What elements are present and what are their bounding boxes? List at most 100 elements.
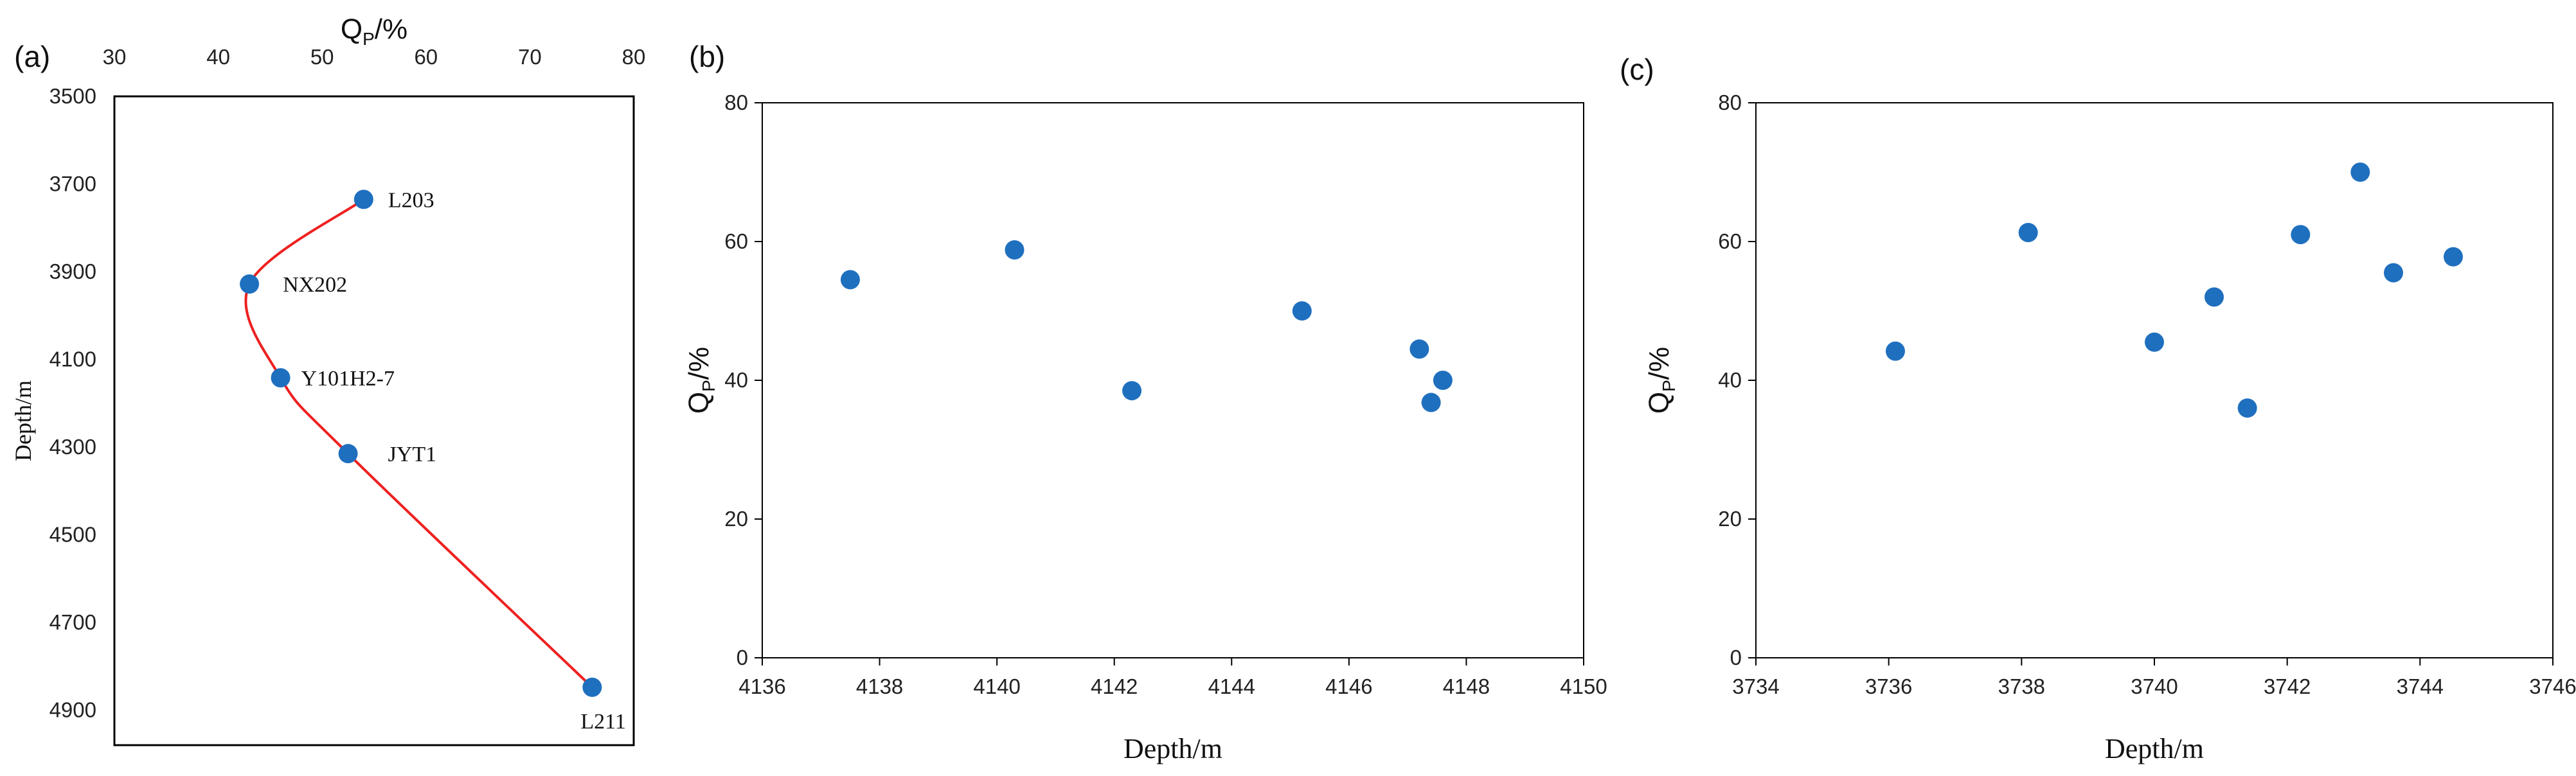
panel-a-label: (a) bbox=[14, 40, 50, 73]
panel-a-x-tick-30: 30 bbox=[103, 45, 127, 69]
panel-c-x-tick-3746: 3746 bbox=[2529, 675, 2576, 698]
panel-b-x-tick-4148: 4148 bbox=[1443, 675, 1490, 698]
panel-c-x-tick-3734: 3734 bbox=[1732, 675, 1779, 698]
panel-b-x-tick-4136: 4136 bbox=[738, 675, 785, 698]
panel-c-y-tick-60: 60 bbox=[1718, 229, 1742, 253]
panel-b-x-tick-4150: 4150 bbox=[1560, 675, 1607, 698]
panel-a-point-label-l211: L211 bbox=[580, 710, 626, 734]
panel-a-point-y101h2-7 bbox=[271, 368, 291, 388]
panel-c-y-tick-labels: 0 20 40 60 80 bbox=[1718, 91, 1756, 669]
panel-c-label: (c) bbox=[1620, 53, 1654, 86]
panel-a-y-tick-4900: 4900 bbox=[49, 698, 96, 721]
panel-a-point-l211 bbox=[582, 677, 602, 697]
panel-c-y-axis-title-main: Q bbox=[1643, 392, 1675, 414]
panel-b-y-axis-title-tail: /% bbox=[683, 347, 715, 380]
panel-c-point-7 bbox=[2350, 163, 2370, 182]
panel-c-point-5 bbox=[2237, 398, 2257, 418]
panel-a-trend-curve bbox=[244, 198, 593, 689]
panel-a-point-label-l203: L203 bbox=[388, 188, 434, 212]
panel-a-points bbox=[240, 190, 602, 697]
panel-c-y-tick-80: 80 bbox=[1718, 91, 1742, 114]
panel-b-x-tick-4138: 4138 bbox=[856, 675, 903, 698]
panel-a-y-tick-4700: 4700 bbox=[49, 610, 96, 634]
panel-b-x-tick-4146: 4146 bbox=[1325, 675, 1372, 698]
panel-b-y-tick-0: 0 bbox=[737, 646, 748, 669]
panel-a-x-axis-title-main: Q bbox=[341, 13, 362, 45]
panel-c-x-axis-title: Depth/m bbox=[2105, 733, 2204, 764]
panel-c-y-axis-title-tail: /% bbox=[1643, 347, 1675, 380]
panel-b-point-4 bbox=[1292, 301, 1312, 321]
panel-b-point-6 bbox=[1421, 392, 1441, 412]
panel-a-y-axis-title: Depth/m bbox=[10, 380, 36, 461]
panel-b-x-tick-4140: 4140 bbox=[973, 675, 1020, 698]
panel-a-point-l203 bbox=[353, 190, 373, 209]
panel-b-y-tick-60: 60 bbox=[724, 229, 748, 253]
panel-c-y-axis-title: QP/% bbox=[1643, 347, 1679, 414]
panel-c-point-3 bbox=[2145, 332, 2164, 352]
panel-c-x-tick-3742: 3742 bbox=[2264, 675, 2311, 698]
panel-b-point-2 bbox=[1005, 240, 1024, 260]
panel-b-point-7 bbox=[1433, 371, 1453, 390]
panel-c-point-1 bbox=[1886, 341, 1905, 361]
panel-a-y-tick-3700: 3700 bbox=[49, 172, 96, 195]
panel-c-y-tick-40: 40 bbox=[1718, 368, 1742, 392]
panel-a-point-labels: L203 NX202 Y101H2-7 JYT1 L211 bbox=[283, 188, 626, 734]
panel-b-y-axis-title-main: Q bbox=[683, 392, 715, 414]
panel-a-x-axis-title-tail: /% bbox=[375, 13, 407, 45]
panel-a-y-tick-3900: 3900 bbox=[49, 260, 96, 283]
panel-a-x-tick-60: 60 bbox=[414, 45, 438, 69]
panel-c-x-tick-labels: 3734 3736 3738 3740 3742 3744 3746 bbox=[1732, 658, 2576, 698]
panel-b-y-axis-title: QP/% bbox=[683, 347, 719, 414]
panel-a: (a) QP/% Depth/m 30 40 50 60 70 80 3500 3700 39… bbox=[10, 13, 646, 746]
panel-b-plot-frame bbox=[762, 102, 1584, 658]
panel-c-point-9 bbox=[2444, 247, 2463, 267]
panel-c-plot-frame bbox=[1755, 102, 2554, 658]
panel-b-point-1 bbox=[840, 270, 860, 290]
panel-b-x-tick-labels: 4136 4138 4140 4142 4144 4146 4148 4150 bbox=[738, 658, 1607, 698]
panel-a-y-tick-4100: 4100 bbox=[49, 347, 96, 371]
panel-c-y-tick-20: 20 bbox=[1718, 507, 1742, 531]
panel-a-point-nx202 bbox=[240, 274, 260, 294]
panel-a-point-label-nx202: NX202 bbox=[283, 273, 347, 297]
panel-c-point-8 bbox=[2384, 263, 2403, 283]
panel-c-x-tick-3740: 3740 bbox=[2131, 675, 2178, 698]
panel-c-y-axis-title-sub: P bbox=[1659, 380, 1679, 392]
panel-a-y-tick-labels: 3500 3700 3900 4100 4300 4500 4700 4900 bbox=[49, 84, 96, 721]
panel-a-point-label-y101h2-7: Y101H2-7 bbox=[301, 367, 395, 391]
panel-c-y-tick-0: 0 bbox=[1730, 646, 1742, 669]
panel-b-y-tick-labels: 0 20 40 60 80 bbox=[724, 91, 762, 669]
panel-a-point-jyt1 bbox=[338, 444, 358, 464]
panel-a-x-tick-50: 50 bbox=[310, 45, 334, 69]
panel-b: (b) Depth/m QP/% 4136 4138 4140 4142 4144 414… bbox=[683, 40, 1607, 764]
panel-c: (c) Depth/m QP/% 3734 3736 3738 3740 3742 374… bbox=[1620, 53, 2576, 764]
panel-b-y-tick-20: 20 bbox=[724, 507, 748, 531]
panel-c-point-4 bbox=[2205, 287, 2224, 307]
panel-a-point-label-jyt1: JYT1 bbox=[388, 443, 437, 466]
panel-c-point-2 bbox=[2018, 222, 2038, 242]
panel-b-x-tick-4142: 4142 bbox=[1091, 675, 1138, 698]
panel-c-x-tick-3738: 3738 bbox=[1998, 675, 2045, 698]
panel-a-y-tick-4300: 4300 bbox=[49, 435, 96, 459]
panel-b-x-axis-title: Depth/m bbox=[1123, 733, 1222, 764]
panel-b-x-tick-4144: 4144 bbox=[1208, 675, 1255, 698]
panel-a-x-tick-labels: 30 40 50 60 70 80 bbox=[103, 45, 646, 69]
panel-a-x-tick-70: 70 bbox=[518, 45, 542, 69]
panel-a-y-tick-3500: 3500 bbox=[49, 84, 96, 108]
panel-a-x-tick-40: 40 bbox=[206, 45, 230, 69]
panel-c-point-6 bbox=[2291, 225, 2311, 245]
panel-b-point-3 bbox=[1122, 381, 1142, 401]
panel-a-x-tick-80: 80 bbox=[622, 45, 646, 69]
panel-b-point-5 bbox=[1409, 339, 1429, 359]
panel-a-plot-frame bbox=[113, 95, 635, 746]
panel-b-y-tick-40: 40 bbox=[724, 368, 748, 392]
panel-a-trend-curve-layer bbox=[244, 198, 593, 689]
panel-c-points bbox=[1886, 163, 2463, 418]
panel-c-x-tick-3736: 3736 bbox=[1865, 675, 1912, 698]
panel-b-label: (b) bbox=[689, 40, 725, 73]
panel-a-x-axis-title-sub: P bbox=[362, 29, 375, 49]
panel-c-x-tick-3744: 3744 bbox=[2397, 675, 2444, 698]
panel-b-y-axis-title-sub: P bbox=[699, 380, 719, 392]
panel-a-y-tick-4500: 4500 bbox=[49, 522, 96, 546]
panel-b-points bbox=[840, 240, 1453, 412]
